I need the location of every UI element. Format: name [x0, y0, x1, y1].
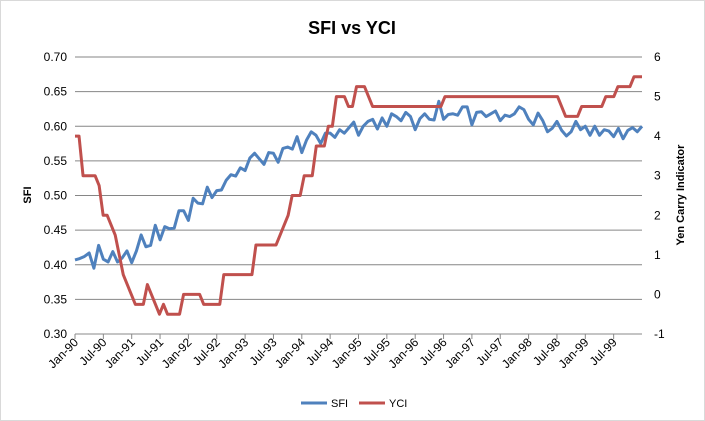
x-tick-label: Jan-96	[385, 335, 421, 371]
y-tick-label: 0.70	[44, 50, 68, 64]
y-tick-label: 0.50	[44, 189, 68, 203]
gridlines	[75, 56, 642, 300]
left-axis-ticks: 0.30 0.35 0.40 0.45 0.50 0.55 0.60 0.65 0.70	[44, 50, 68, 341]
y2-tick-label: 6	[654, 50, 661, 64]
series-line-sfi	[74, 99, 644, 270]
y-tick-label: 0.65	[44, 85, 68, 99]
legend-label: SFI	[331, 398, 348, 410]
y2-tick-label: 2	[654, 208, 661, 222]
legend: SFI YCI	[301, 398, 407, 410]
x-tick-label: Jan-95	[329, 335, 365, 371]
y2-tick-label: 5	[654, 90, 661, 104]
series-line-yci	[75, 75, 642, 316]
x-tick-label: Jan-97	[442, 335, 478, 371]
x-tick-label: Jul-99	[587, 335, 620, 368]
x-tick-label: Jan-91	[102, 335, 138, 371]
y-tick-label: 0.40	[44, 258, 68, 272]
y2-tick-label: 0	[654, 287, 661, 301]
right-axis-ticks: -1 0 1 2 3 4 5 6	[654, 50, 665, 341]
x-tick-label: Jan-98	[499, 335, 535, 371]
chart-title: SFI vs YCI	[308, 18, 396, 38]
y-tick-label: 0.45	[44, 223, 68, 237]
y-tick-label: 0.60	[44, 119, 68, 133]
x-axis-ticks: Jan-90Jul-90Jan-91Jul-91Jan-92Jul-92Jan-…	[45, 334, 620, 371]
y-tick-label: 0.55	[44, 154, 68, 168]
y2-tick-label: -1	[654, 327, 665, 341]
y-axis-title: SFI	[22, 186, 34, 203]
y2-tick-label: 4	[654, 129, 661, 143]
y2-tick-label: 3	[654, 169, 661, 183]
x-tick-label: Jan-99	[556, 335, 592, 371]
legend-label: YCI	[389, 398, 407, 410]
y2-axis-title: Yen Carry Indicator	[675, 144, 687, 246]
x-tick-label: Jan-92	[159, 335, 195, 371]
x-tick-label: Jan-94	[272, 335, 308, 371]
series-lines	[74, 75, 644, 316]
x-tick-label: Jan-93	[215, 335, 251, 371]
y-tick-label: 0.35	[44, 292, 68, 306]
y-tick-label: 0.30	[44, 327, 68, 341]
y2-tick-label: 1	[654, 248, 661, 262]
